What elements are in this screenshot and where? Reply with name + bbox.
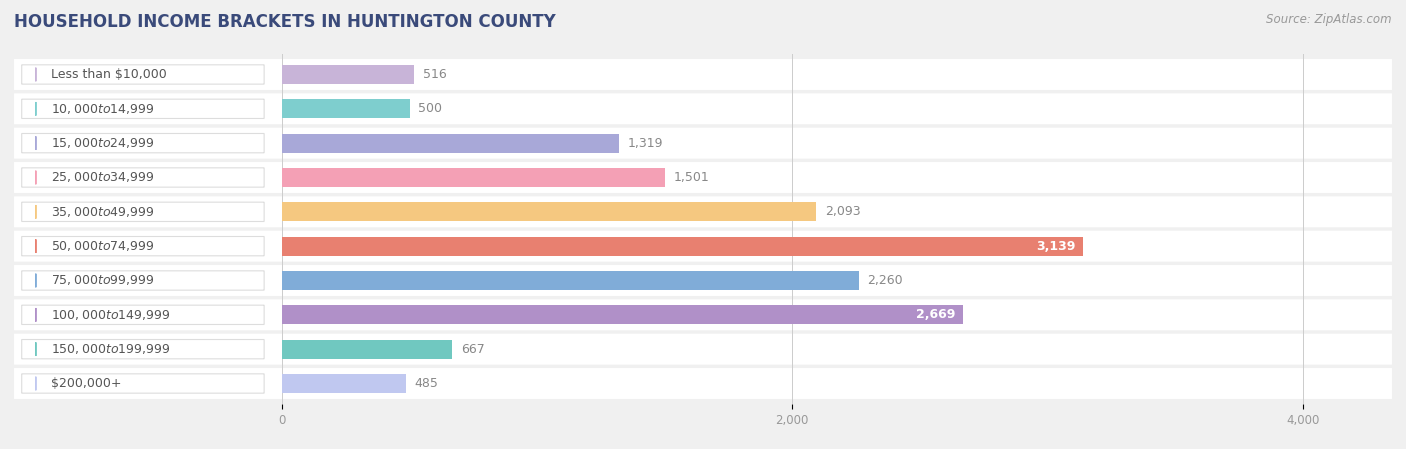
Text: $150,000 to $199,999: $150,000 to $199,999 <box>51 342 170 356</box>
Text: HOUSEHOLD INCOME BRACKETS IN HUNTINGTON COUNTY: HOUSEHOLD INCOME BRACKETS IN HUNTINGTON … <box>14 13 555 31</box>
Text: 1,319: 1,319 <box>627 136 664 150</box>
Text: 516: 516 <box>423 68 446 81</box>
FancyBboxPatch shape <box>14 299 1392 330</box>
Text: 2,093: 2,093 <box>825 205 860 218</box>
Bar <box>283 374 406 393</box>
FancyBboxPatch shape <box>21 202 264 221</box>
Text: 500: 500 <box>419 102 443 115</box>
FancyBboxPatch shape <box>21 305 264 325</box>
Text: 2,669: 2,669 <box>915 308 955 321</box>
FancyBboxPatch shape <box>21 168 264 187</box>
FancyBboxPatch shape <box>14 128 1392 158</box>
Text: Less than $10,000: Less than $10,000 <box>51 68 167 81</box>
FancyBboxPatch shape <box>14 368 1392 399</box>
Text: 667: 667 <box>461 343 485 356</box>
Text: $200,000+: $200,000+ <box>51 377 121 390</box>
FancyBboxPatch shape <box>21 339 264 359</box>
Bar <box>283 237 1083 255</box>
FancyBboxPatch shape <box>14 334 1392 365</box>
Text: $100,000 to $149,999: $100,000 to $149,999 <box>51 308 170 322</box>
FancyBboxPatch shape <box>14 231 1392 262</box>
FancyBboxPatch shape <box>21 271 264 290</box>
Bar <box>283 305 963 324</box>
FancyBboxPatch shape <box>14 196 1392 227</box>
Text: $10,000 to $14,999: $10,000 to $14,999 <box>51 102 155 116</box>
FancyBboxPatch shape <box>21 237 264 256</box>
Text: Source: ZipAtlas.com: Source: ZipAtlas.com <box>1267 13 1392 26</box>
Text: $75,000 to $99,999: $75,000 to $99,999 <box>51 273 155 287</box>
Text: 485: 485 <box>415 377 439 390</box>
Text: 3,139: 3,139 <box>1036 240 1076 253</box>
Text: $50,000 to $74,999: $50,000 to $74,999 <box>51 239 155 253</box>
FancyBboxPatch shape <box>14 59 1392 90</box>
Bar <box>283 202 815 221</box>
Bar <box>283 65 413 84</box>
FancyBboxPatch shape <box>14 162 1392 193</box>
FancyBboxPatch shape <box>14 265 1392 296</box>
Bar <box>283 168 665 187</box>
FancyBboxPatch shape <box>14 93 1392 124</box>
Bar <box>283 340 453 359</box>
FancyBboxPatch shape <box>21 99 264 119</box>
Text: 1,501: 1,501 <box>673 171 710 184</box>
FancyBboxPatch shape <box>21 374 264 393</box>
Bar <box>283 134 619 153</box>
Bar <box>283 271 859 290</box>
Text: $15,000 to $24,999: $15,000 to $24,999 <box>51 136 155 150</box>
FancyBboxPatch shape <box>21 65 264 84</box>
Text: 2,260: 2,260 <box>868 274 903 287</box>
FancyBboxPatch shape <box>21 133 264 153</box>
Bar <box>283 99 409 118</box>
Text: $25,000 to $34,999: $25,000 to $34,999 <box>51 171 155 185</box>
Text: $35,000 to $49,999: $35,000 to $49,999 <box>51 205 155 219</box>
